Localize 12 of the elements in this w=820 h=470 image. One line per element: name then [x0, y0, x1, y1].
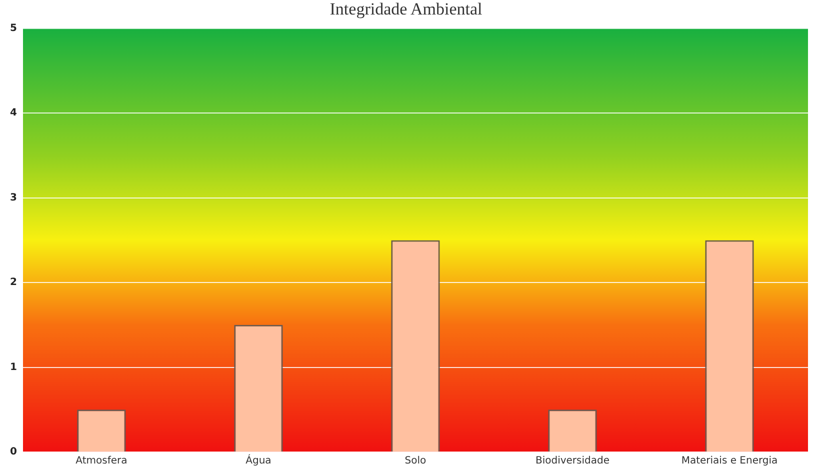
y-tick-label: 3: [10, 192, 17, 204]
x-tick-label: Solo: [404, 456, 426, 467]
y-tick-label: 5: [10, 22, 17, 34]
x-tick-label: Atmosfera: [76, 456, 128, 467]
chart-title: Integridade Ambiental: [330, 0, 483, 19]
x-tick-label: Água: [246, 454, 272, 467]
y-tick-label: 0: [10, 446, 17, 458]
y-tick-label: 4: [10, 108, 17, 119]
y-tick-label: 2: [10, 277, 17, 288]
x-tick-label: Biodiversidade: [535, 456, 610, 467]
y-tick-label: 1: [10, 362, 17, 373]
x-tick-label: Materiais e Energia: [681, 456, 778, 467]
